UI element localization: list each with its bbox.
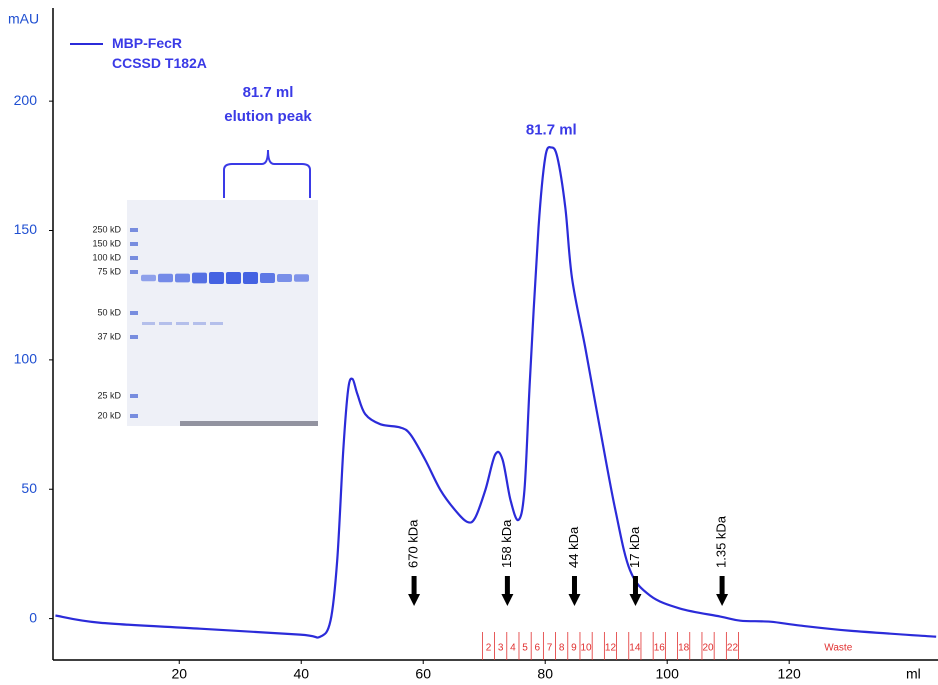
fraction-label: 10	[581, 643, 593, 654]
gel-ladder-band	[130, 242, 138, 246]
x-tick-label: 60	[415, 666, 431, 682]
x-tick-label: 20	[171, 666, 187, 682]
fraction-label: 18	[678, 643, 690, 654]
fraction-label: 20	[702, 643, 714, 654]
gel-image	[127, 200, 318, 426]
y-tick-label: 50	[21, 480, 37, 496]
gel-ladder-band	[130, 228, 138, 232]
gel-marker-label: 150 kD	[92, 238, 121, 248]
gel-band	[193, 322, 206, 325]
y-tick-label: 200	[14, 92, 38, 108]
marker-label: 17 kDa	[627, 526, 642, 568]
gel-title: elution peak	[224, 108, 312, 125]
gel-band	[176, 322, 189, 325]
fraction-label: 4	[510, 643, 516, 654]
fraction-label: 12	[605, 643, 617, 654]
x-tick-label: 100	[656, 666, 680, 682]
gel-band	[159, 322, 172, 325]
fraction-label: 8	[559, 643, 565, 654]
marker-label: 1.35 kDa	[714, 515, 729, 568]
marker-label: 670 kDa	[406, 519, 421, 568]
gel-marker-label: 100 kD	[92, 252, 121, 262]
chart: mAU ml MBP-FecRCCSSD T182A 81.7 ml eluti…	[0, 0, 938, 685]
x-tick-label: 120	[777, 666, 801, 682]
gel-marker-label: 20 kD	[97, 410, 121, 420]
gel-marker-label: 250 kD	[92, 224, 121, 234]
gel-band	[210, 322, 223, 325]
gel-title: 81.7 ml	[243, 84, 294, 101]
fraction-label: 22	[727, 643, 739, 654]
gel-ladder-band	[130, 335, 138, 339]
gel-ladder-band	[130, 414, 138, 418]
gel-ladder-band	[130, 311, 138, 315]
gel-marker-label: 37 kD	[97, 331, 121, 341]
marker-arrow	[408, 576, 420, 606]
gel-marker-label: 75 kD	[97, 266, 121, 276]
fraction-label: 14	[629, 643, 641, 654]
marker-arrow	[629, 576, 641, 606]
gel-marker-label: 50 kD	[97, 307, 121, 317]
gel-band	[141, 275, 156, 281]
fraction-label: 5	[522, 643, 528, 654]
gel-ladder-band	[130, 394, 138, 398]
gel-band	[294, 274, 309, 282]
fraction-label: 6	[534, 643, 540, 654]
gel-band	[277, 274, 292, 282]
x-tick-label: 80	[537, 666, 553, 682]
y-axis-label: mAU	[8, 11, 39, 27]
x-axis-label: ml	[906, 666, 921, 682]
gel-bottom	[180, 421, 318, 426]
gel-ladder-band	[130, 256, 138, 260]
gel-band	[175, 274, 190, 283]
gel-brace	[224, 150, 310, 198]
gel-band	[192, 273, 207, 284]
fraction-label: 2	[486, 643, 492, 654]
fraction-label: 9	[571, 643, 577, 654]
gel-marker-label: 25 kD	[97, 390, 121, 400]
gel-band	[209, 272, 224, 284]
gel-band	[243, 272, 258, 284]
marker-arrow	[501, 576, 513, 606]
marker-label: 44 kDa	[566, 526, 581, 568]
gel-ladder-band	[130, 270, 138, 274]
peak-label: 81.7 ml	[526, 121, 577, 138]
gel-band	[142, 322, 155, 325]
gel-band	[260, 273, 275, 283]
fraction-label: 16	[654, 643, 666, 654]
fraction-label: 7	[547, 643, 553, 654]
gel-band	[158, 274, 173, 282]
marker-label: 158 kDa	[499, 519, 514, 568]
gel-band	[226, 272, 241, 284]
fraction-label: 3	[498, 643, 504, 654]
x-tick-label: 40	[293, 666, 309, 682]
y-tick-label: 150	[14, 221, 38, 237]
y-tick-label: 100	[14, 351, 38, 367]
marker-arrow	[716, 576, 728, 606]
y-tick-label: 0	[29, 609, 37, 625]
gel-background	[127, 200, 318, 426]
marker-arrow	[568, 576, 580, 606]
fraction-waste-label: Waste	[824, 643, 852, 654]
